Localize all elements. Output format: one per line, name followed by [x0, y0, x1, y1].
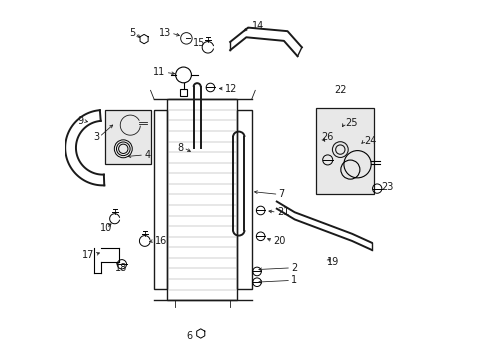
- Text: 2: 2: [290, 263, 297, 273]
- Bar: [237, 110, 251, 289]
- Text: 23: 23: [380, 182, 392, 192]
- Text: 7: 7: [278, 189, 284, 199]
- Text: 26: 26: [321, 132, 333, 142]
- Text: 10: 10: [100, 224, 112, 233]
- Text: 24: 24: [364, 136, 376, 145]
- Text: 19: 19: [326, 257, 339, 267]
- Bar: [316, 108, 373, 194]
- Text: 9: 9: [78, 116, 83, 126]
- Text: 25: 25: [344, 118, 357, 128]
- Text: 3: 3: [93, 132, 99, 142]
- Bar: [104, 110, 151, 164]
- Text: 8: 8: [177, 143, 183, 153]
- Bar: [180, 89, 187, 96]
- Text: 15: 15: [192, 38, 204, 48]
- Bar: [167, 99, 237, 300]
- Text: 11: 11: [153, 67, 165, 77]
- Text: 16: 16: [155, 236, 167, 246]
- Text: 6: 6: [186, 331, 192, 341]
- Text: 13: 13: [159, 28, 171, 38]
- Text: 4: 4: [144, 150, 150, 160]
- Text: 22: 22: [333, 85, 346, 95]
- Bar: [154, 110, 167, 289]
- Text: 20: 20: [273, 236, 285, 246]
- Text: 21: 21: [276, 207, 288, 217]
- Text: 17: 17: [82, 249, 94, 260]
- Text: 18: 18: [115, 263, 127, 273]
- Text: 12: 12: [224, 84, 237, 94]
- Text: 1: 1: [290, 275, 297, 285]
- Text: 14: 14: [251, 21, 264, 31]
- Text: 5: 5: [129, 28, 135, 38]
